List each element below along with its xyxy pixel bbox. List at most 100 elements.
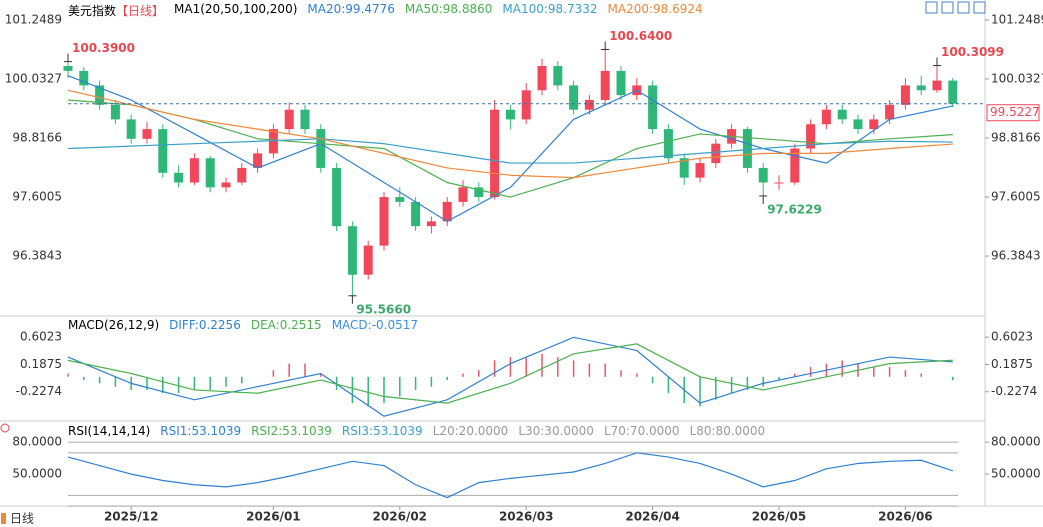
- rsi-title: RSI(14,14,14): [68, 424, 151, 438]
- y-tick-label: 101.2489: [5, 12, 62, 26]
- y-tick-label: 96.3843: [12, 249, 62, 263]
- y-tick-label-right: 80.0000: [991, 435, 1041, 449]
- last-price-label: 99.5227: [990, 105, 1040, 119]
- ma-value: MA20:99.4776: [307, 2, 395, 16]
- candle-body: [490, 109, 500, 198]
- candle-body: [521, 90, 531, 120]
- rsi-header: RSI(14,14,14) RSI1:53.1039 RSI2:53.1039 …: [68, 424, 765, 438]
- candle-body: [126, 119, 136, 139]
- symbol: 美元指数: [68, 4, 117, 18]
- y-tick-label-right: 100.0327: [991, 71, 1043, 85]
- annotation-label: 100.6400: [609, 29, 672, 43]
- candle-body: [900, 85, 910, 105]
- y-tick-label-right: -0.2274: [991, 384, 1037, 398]
- y-tick-label: 80.0000: [12, 435, 62, 449]
- period-footer: 日线: [10, 512, 34, 526]
- y-tick-label: -0.2274: [16, 384, 62, 398]
- candle-body: [553, 66, 563, 86]
- candle-body: [332, 167, 342, 227]
- candle-body: [63, 66, 73, 71]
- candle-body: [695, 163, 705, 178]
- y-tick-label: 0.6023: [20, 330, 62, 344]
- candle-body: [758, 167, 768, 183]
- ma-label: MA1(20,50,100,200): [174, 2, 298, 16]
- toolbar[interactable]: [925, 1, 986, 14]
- candle-body: [806, 124, 816, 149]
- candle-body: [742, 129, 752, 168]
- candle-body: [300, 109, 310, 130]
- ma-line: [67, 138, 953, 164]
- candle-body: [616, 70, 626, 96]
- ma-line: [67, 99, 953, 198]
- candle-body: [663, 129, 673, 159]
- y-tick-label: 100.0327: [5, 71, 62, 85]
- x-tick-label: 2026/05: [752, 510, 806, 524]
- level-label: L30:30.0000: [518, 424, 594, 438]
- y-tick-label: 50.0000: [12, 467, 62, 481]
- candle-body: [205, 158, 215, 188]
- candle-body: [600, 70, 610, 100]
- x-tick-label: 2026/01: [246, 510, 300, 524]
- candle-body: [885, 104, 895, 120]
- x-tick-label: 2025/12: [104, 510, 158, 524]
- candle-body: [284, 109, 294, 130]
- ma-value: MA50:98.8860: [404, 2, 493, 16]
- candle-body: [916, 85, 926, 91]
- candle-body: [932, 80, 942, 91]
- y-tick-label: 0.1875: [20, 357, 62, 371]
- candle-body: [79, 70, 89, 86]
- candle-body: [158, 129, 168, 173]
- tool-icon[interactable]: [925, 1, 938, 14]
- candle-body: [442, 201, 452, 222]
- candle-body: [221, 182, 231, 188]
- tool-icon[interactable]: [973, 1, 986, 14]
- macd-title: MACD(26,12,9): [68, 318, 160, 332]
- candle-body: [110, 104, 120, 120]
- candle-body: [237, 167, 247, 183]
- candle-body: [458, 187, 468, 202]
- x-tick-label: 2026/03: [499, 510, 553, 524]
- candle-body: [474, 187, 484, 198]
- candle-body: [347, 226, 357, 275]
- annotation-label: 100.3099: [941, 45, 1004, 59]
- candle-body: [853, 119, 863, 130]
- annotation-label: 97.6229: [767, 202, 822, 216]
- x-tick-label: 2026/02: [373, 510, 427, 524]
- y-tick-label-right: 0.6023: [991, 330, 1033, 344]
- candle-body: [268, 129, 278, 154]
- x-tick-label: 2026/04: [625, 510, 679, 524]
- ma-value: MA200:98.6924: [607, 2, 703, 16]
- candle-body: [411, 201, 421, 227]
- macd-line: [67, 343, 953, 404]
- candle-body: [821, 109, 831, 125]
- candle-body: [948, 80, 958, 104]
- footer-icon: [1, 513, 6, 524]
- macd-value: DIFF:0.2256: [169, 318, 241, 332]
- candle-body: [774, 182, 784, 184]
- candle-body: [189, 158, 199, 183]
- macd-value: DEA:0.2515: [250, 318, 322, 332]
- rsi-icon: [0, 423, 10, 433]
- tool-icon[interactable]: [957, 1, 970, 14]
- candle-body: [395, 197, 405, 202]
- candle-body: [569, 85, 579, 110]
- y-tick-label-right: 98.8166: [991, 131, 1041, 145]
- candle-body: [648, 85, 658, 130]
- rsi-line: [67, 452, 953, 499]
- tool-icon[interactable]: [941, 1, 954, 14]
- candle-body: [790, 148, 800, 183]
- macd-header: MACD(26,12,9) DIFF:0.2256 DEA:0.2515 MAC…: [68, 318, 418, 332]
- price-header: 美元指数 【日线】 MA1(20,50,100,200) MA20:99.477…: [68, 2, 703, 19]
- rsi-value: RSI3:53.1039: [341, 424, 423, 438]
- last-price-box: [986, 104, 1040, 122]
- candle-body: [679, 158, 689, 178]
- level-label: L70:70.0000: [603, 424, 680, 438]
- level-label: L80:80.0000: [689, 424, 766, 438]
- candle-body: [584, 99, 594, 110]
- ma-value: MA100:98.7332: [502, 2, 598, 16]
- candle-body: [253, 153, 263, 168]
- y-tick-label: 97.6005: [12, 190, 62, 204]
- candle-body: [174, 172, 184, 183]
